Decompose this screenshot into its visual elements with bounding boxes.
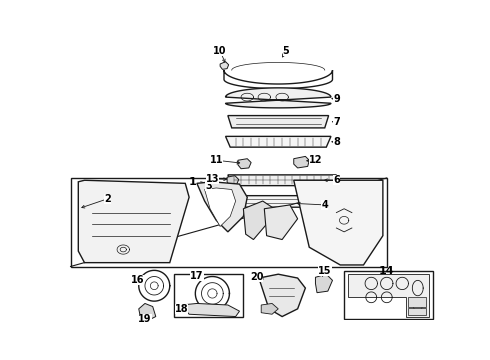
Polygon shape xyxy=(238,159,251,169)
Text: 8: 8 xyxy=(333,137,340,147)
Polygon shape xyxy=(181,303,240,316)
Polygon shape xyxy=(139,303,156,320)
Text: 7: 7 xyxy=(333,117,340,127)
Polygon shape xyxy=(344,271,433,319)
Polygon shape xyxy=(244,201,274,239)
Text: 12: 12 xyxy=(309,155,322,165)
Text: 11: 11 xyxy=(210,155,223,165)
Text: 10: 10 xyxy=(213,46,227,56)
Text: 19: 19 xyxy=(138,314,152,324)
Text: 6: 6 xyxy=(333,175,340,185)
Text: 3: 3 xyxy=(205,181,212,191)
Text: 17: 17 xyxy=(190,271,204,281)
Polygon shape xyxy=(78,180,189,263)
Polygon shape xyxy=(261,303,278,314)
Polygon shape xyxy=(225,136,331,147)
Polygon shape xyxy=(259,274,305,316)
Polygon shape xyxy=(264,205,297,239)
Polygon shape xyxy=(232,195,338,207)
Text: 4: 4 xyxy=(321,200,328,210)
Polygon shape xyxy=(409,297,425,306)
Text: 1: 1 xyxy=(189,177,197,187)
Text: 14: 14 xyxy=(379,266,394,276)
Polygon shape xyxy=(225,88,331,108)
Polygon shape xyxy=(227,176,239,186)
Polygon shape xyxy=(224,70,333,89)
Text: 20: 20 xyxy=(250,271,263,282)
Polygon shape xyxy=(173,274,244,316)
Polygon shape xyxy=(316,274,333,293)
Polygon shape xyxy=(197,182,247,232)
Polygon shape xyxy=(71,178,387,266)
Polygon shape xyxy=(220,62,229,69)
Polygon shape xyxy=(348,274,429,316)
Text: 15: 15 xyxy=(318,266,332,276)
Text: 16: 16 xyxy=(130,275,144,285)
Polygon shape xyxy=(294,180,383,265)
Text: 2: 2 xyxy=(104,194,111,204)
Polygon shape xyxy=(205,188,236,226)
Polygon shape xyxy=(228,175,336,186)
Text: 18: 18 xyxy=(174,304,188,314)
Text: 13: 13 xyxy=(206,174,219,184)
Text: 5: 5 xyxy=(283,46,290,56)
Polygon shape xyxy=(409,308,425,315)
Polygon shape xyxy=(228,116,329,128)
Polygon shape xyxy=(294,156,309,168)
Text: 9: 9 xyxy=(333,94,340,104)
